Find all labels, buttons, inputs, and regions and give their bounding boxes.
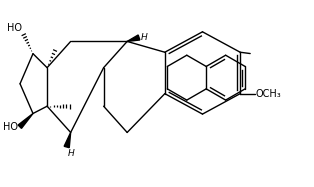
Polygon shape — [64, 132, 71, 148]
Text: H: H — [68, 149, 75, 158]
Text: H: H — [141, 33, 148, 42]
Text: OCH₃: OCH₃ — [256, 89, 282, 99]
Text: HO: HO — [7, 23, 22, 33]
Polygon shape — [127, 35, 140, 42]
Text: HO: HO — [3, 122, 19, 132]
Polygon shape — [18, 114, 33, 128]
